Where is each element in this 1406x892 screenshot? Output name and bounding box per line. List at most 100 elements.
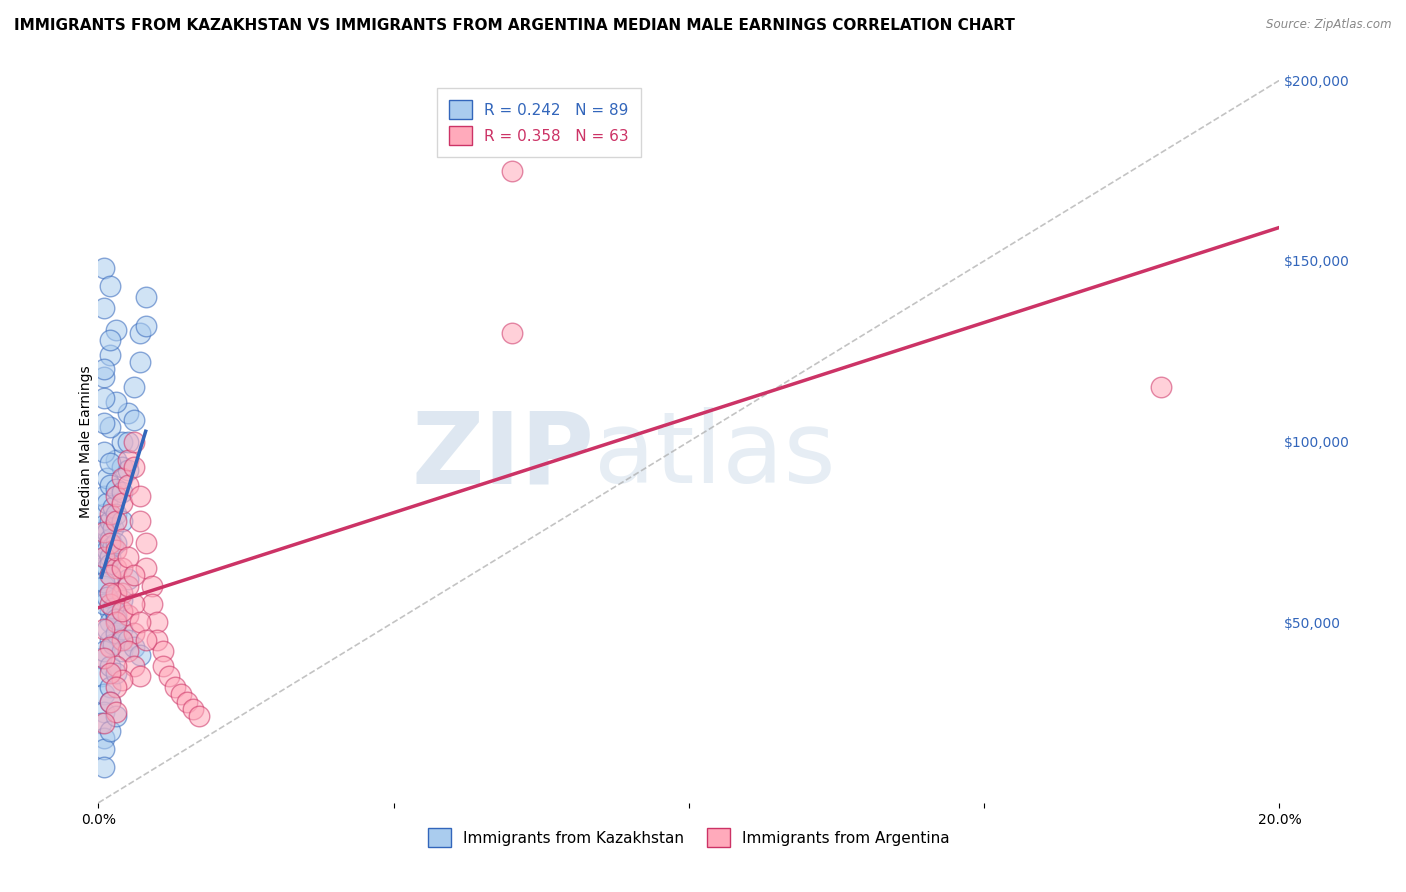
Point [96, 590, 118, 604]
Point [93, 550, 115, 565]
Point [98, 633, 121, 648]
Point [93, 579, 115, 593]
Point [111, 593, 134, 607]
Point [105, 322, 128, 336]
Point [90, 651, 112, 665]
Point [105, 615, 128, 630]
Point [98, 456, 121, 470]
Point [93, 535, 115, 549]
Point [152, 658, 174, 673]
Point [105, 535, 128, 549]
Point [105, 607, 128, 622]
Point [93, 651, 115, 665]
Point [128, 326, 150, 340]
Point [181, 702, 204, 716]
Point [117, 434, 139, 449]
Point [146, 615, 169, 630]
Point [93, 706, 115, 720]
Point [93, 644, 115, 658]
Point [117, 463, 139, 477]
Point [93, 716, 115, 731]
Point [98, 695, 121, 709]
Point [105, 507, 128, 521]
Point [93, 369, 115, 384]
Point [111, 496, 134, 510]
Point [98, 680, 121, 694]
Point [111, 532, 134, 546]
Text: ZIP: ZIP [412, 408, 595, 505]
Point [111, 434, 134, 449]
Point [98, 568, 121, 582]
Point [93, 524, 115, 539]
Point [98, 420, 121, 434]
Point [105, 611, 128, 625]
Point [170, 687, 193, 701]
Point [96, 524, 118, 539]
Point [111, 673, 134, 687]
Point [93, 597, 115, 611]
Point [117, 550, 139, 565]
Point [90, 561, 112, 575]
Point [135, 633, 157, 648]
Point [128, 615, 150, 630]
Point [122, 626, 145, 640]
Point [93, 445, 115, 459]
Point [93, 517, 115, 532]
Point [98, 535, 121, 549]
Point [93, 261, 115, 276]
Point [117, 644, 139, 658]
Point [93, 391, 115, 405]
Point [135, 561, 157, 575]
Text: IMMIGRANTS FROM KAZAKHSTAN VS IMMIGRANTS FROM ARGENTINA MEDIAN MALE EARNINGS COR: IMMIGRANTS FROM KAZAKHSTAN VS IMMIGRANTS… [14, 18, 1015, 33]
Point [98, 507, 121, 521]
Point [98, 615, 121, 630]
Point [501, 163, 523, 178]
Point [98, 558, 121, 572]
Point [96, 542, 118, 557]
Point [111, 586, 134, 600]
Point [93, 741, 115, 756]
Text: Source: ZipAtlas.com: Source: ZipAtlas.com [1267, 18, 1392, 31]
Point [141, 597, 163, 611]
Point [103, 539, 125, 553]
Point [135, 290, 157, 304]
Point [93, 362, 115, 376]
Point [117, 572, 139, 586]
Point [135, 318, 157, 333]
Point [105, 542, 128, 557]
Point [105, 452, 128, 467]
Point [501, 326, 523, 340]
Point [98, 279, 121, 293]
Point [111, 514, 134, 528]
Point [105, 561, 128, 575]
Point [122, 597, 145, 611]
Point [176, 695, 198, 709]
Legend: Immigrants from Kazakhstan, Immigrants from Argentina: Immigrants from Kazakhstan, Immigrants f… [422, 822, 956, 853]
Point [111, 561, 134, 575]
Point [98, 640, 121, 655]
Point [187, 709, 209, 723]
Point [117, 406, 139, 420]
Point [117, 633, 139, 648]
Point [128, 514, 150, 528]
Point [90, 669, 112, 683]
Point [93, 760, 115, 774]
Point [98, 723, 121, 738]
Point [105, 709, 128, 723]
Point [122, 413, 145, 427]
Point [105, 658, 128, 673]
Point [93, 623, 115, 637]
Point [111, 644, 134, 658]
Point [117, 579, 139, 593]
Point [93, 301, 115, 315]
Point [111, 623, 134, 637]
Point [111, 485, 134, 500]
Point [98, 604, 121, 618]
Point [1150, 380, 1173, 394]
Point [98, 550, 121, 565]
Y-axis label: Median Male Earnings: Median Male Earnings [79, 365, 93, 518]
Point [122, 640, 145, 655]
Point [96, 623, 118, 637]
Point [152, 644, 174, 658]
Point [105, 586, 128, 600]
